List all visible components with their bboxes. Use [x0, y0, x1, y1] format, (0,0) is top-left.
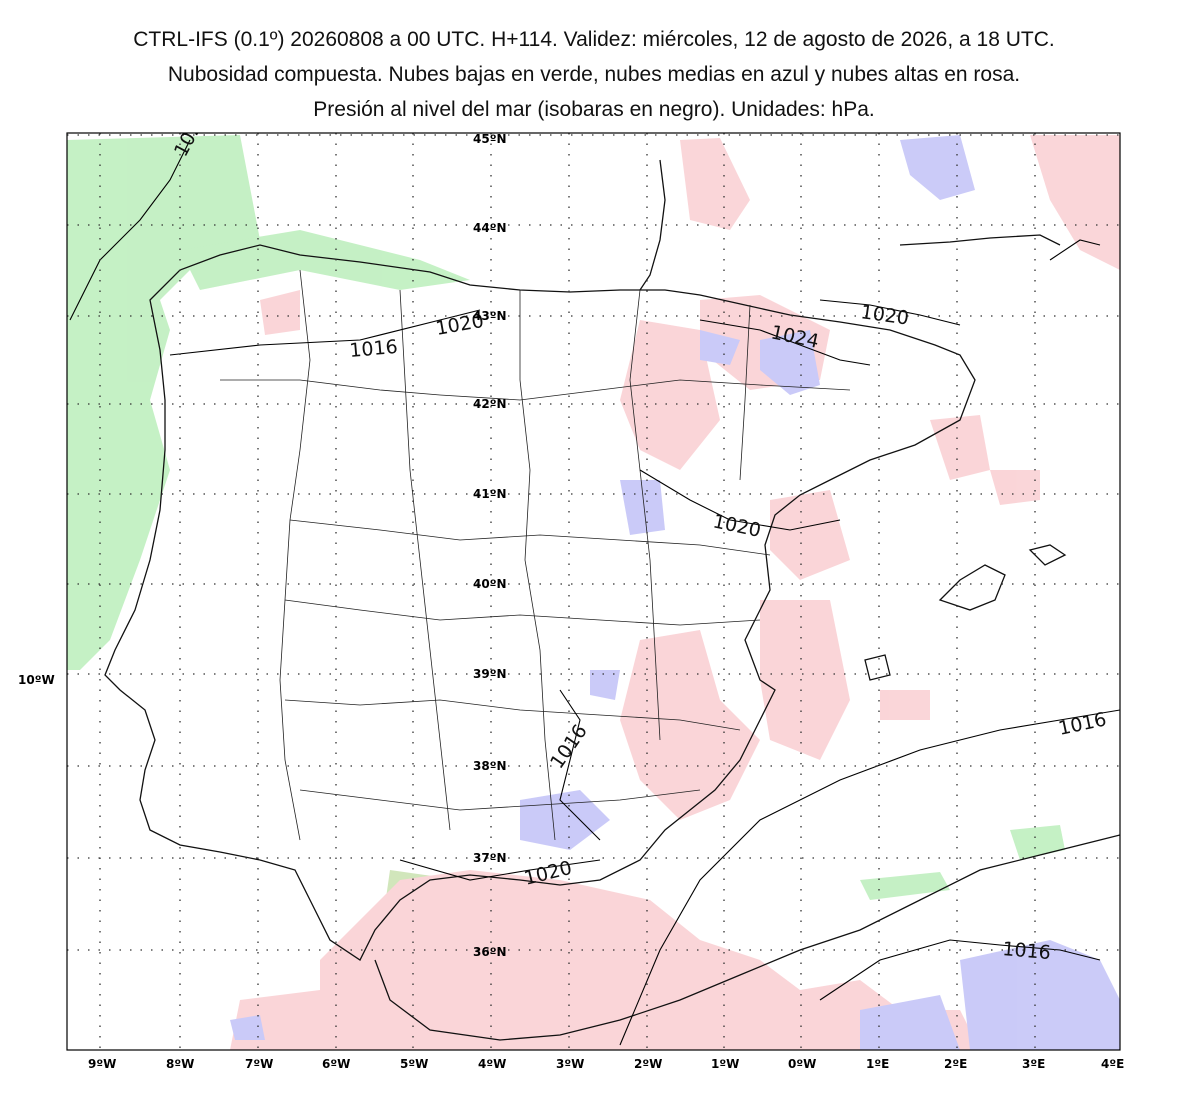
low-clouds — [67, 135, 1065, 1045]
lon-label: 3ºE — [1022, 1057, 1045, 1071]
map-frame — [66, 132, 1121, 1051]
lat-label: 41ºN — [473, 487, 507, 501]
lon-label: 8ºW — [166, 1057, 194, 1071]
high-clouds — [230, 135, 1120, 1050]
isobar-label: 1016 — [546, 721, 592, 773]
isobars — [69, 139, 1120, 1046]
map-body: 1020 1016 1020 1024 1020 1020 1016 1016 … — [67, 132, 1120, 1050]
isobar-label: 1016 — [349, 336, 399, 362]
isobar-label: 1020 — [711, 510, 763, 542]
lon-label: 5ºW — [400, 1057, 428, 1071]
latitude-labels: 45ºN 44ºN 43ºN 42ºN 41ºN 40ºN 39ºN 38ºN … — [473, 132, 507, 959]
lon-label: 2ºE — [944, 1057, 967, 1071]
lat-label: 37ºN — [473, 851, 507, 865]
graticule — [67, 133, 1120, 1050]
lon-label: 2ºW — [634, 1057, 662, 1071]
lon-label: 6ºW — [322, 1057, 350, 1071]
lon-label: 4ºE — [1101, 1057, 1124, 1071]
isobar-label: 1016 — [1002, 938, 1052, 964]
lon-label: 0ºW — [788, 1057, 816, 1071]
lat-label: 40ºN — [473, 577, 507, 591]
coastline — [104, 159, 1120, 1041]
province-borders — [220, 269, 851, 841]
title-line-1: CTRL-IFS (0.1º) 20260808 a 00 UTC. H+114… — [133, 28, 1055, 51]
side-lon-label: 10ºW — [18, 673, 55, 687]
cloud-layer — [67, 135, 1120, 1050]
longitude-labels: 9ºW 8ºW 7ºW 6ºW 5ºW 4ºW 3ºW 2ºW 1ºW 0ºW … — [88, 1057, 1124, 1071]
lon-label: 1ºE — [866, 1057, 889, 1071]
isobar-label: 1020 — [859, 301, 910, 330]
lat-label: 45ºN — [473, 132, 507, 146]
lat-label: 36ºN — [473, 945, 507, 959]
lat-label: 42ºN — [473, 397, 507, 411]
map-header: CTRL-IFS (0.1º) 20260808 a 00 UTC. H+114… — [0, 22, 1188, 127]
lon-label: 7ºW — [245, 1057, 273, 1071]
lon-label: 3ºW — [556, 1057, 584, 1071]
lat-label: 44ºN — [473, 221, 507, 235]
lat-label: 43ºN — [473, 309, 507, 323]
isobar-label: 1016 — [1056, 708, 1108, 740]
title-line-2: Nubosidad compuesta. Nubes bajas en verd… — [167, 63, 1021, 86]
title-line-3: Presión al nivel del mar (isobaras en ne… — [313, 98, 875, 121]
lat-label: 39ºN — [473, 667, 507, 681]
lon-label: 1ºW — [711, 1057, 739, 1071]
lon-label: 9ºW — [88, 1057, 116, 1071]
lat-label: 38ºN — [473, 759, 507, 773]
lon-label: 4ºW — [478, 1057, 506, 1071]
